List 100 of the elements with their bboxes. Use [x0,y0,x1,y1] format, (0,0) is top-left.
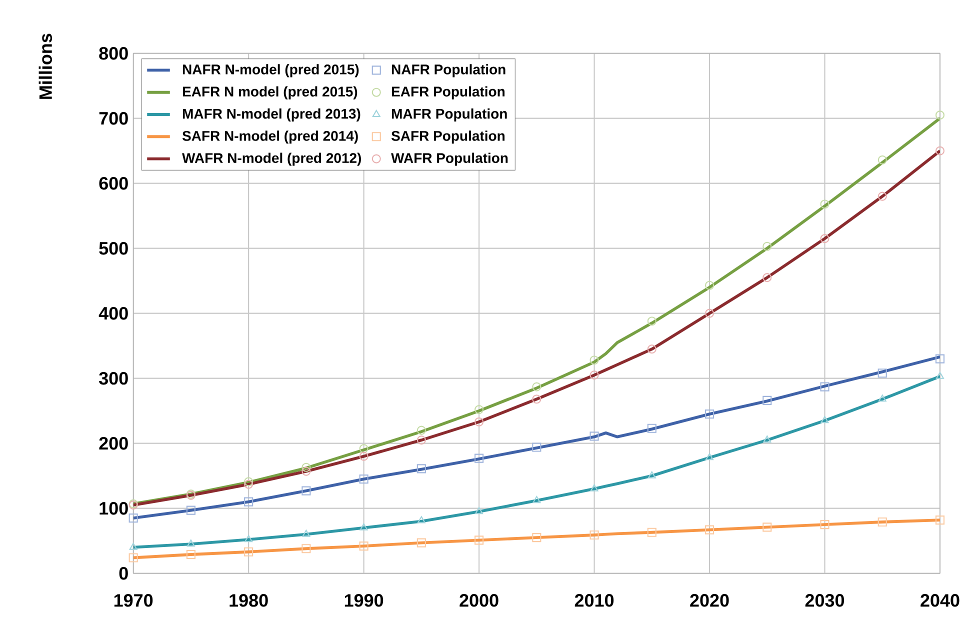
x-tick-label: 1990 [344,594,384,607]
point [647,424,656,433]
x-tick-label: 2010 [574,594,614,607]
point [704,410,714,419]
legend-label: NAFR N-model (pred 2015) [182,64,359,78]
x-tick-label: 2040 [920,594,960,607]
legend-label: WAFR N-model (pred 2012) [182,152,361,166]
line-series [133,518,940,560]
point [360,523,368,530]
point [359,452,368,461]
point [762,273,772,282]
x-tick-label: 2020 [690,594,729,607]
point [474,536,484,545]
point [762,396,772,405]
y-tick-label: 200 [99,436,128,450]
point [474,405,484,414]
point [647,528,656,537]
point [590,370,599,380]
y-tick-label: 800 [99,46,128,60]
line-series [133,355,940,520]
legend-label: MAFR N-model (pred 2013) [182,108,360,122]
legend-label: WAFR Population [391,152,508,166]
point [244,534,253,542]
y-tick-label: 0 [119,566,128,580]
point [878,368,887,378]
point [302,544,311,554]
x-tick-label: 1970 [114,594,153,607]
point [532,394,542,404]
point [878,517,887,527]
point [244,480,254,489]
legend-label: MAFR Population [392,108,507,122]
line-series [133,374,940,549]
point [878,192,887,201]
point [936,372,944,379]
point [763,436,772,443]
legend-label: EAFR N model (pred 2015) [182,86,358,100]
point [474,454,484,463]
point [820,416,829,424]
point [128,514,138,523]
y-tick-label: 700 [99,112,128,125]
point [129,542,138,550]
point [416,464,426,474]
point [704,280,714,290]
point [359,444,368,454]
y-tick-label: 500 [99,242,128,255]
point [244,547,254,556]
x-tick-label: 2030 [805,594,844,607]
legend-label: EAFR Population [392,86,504,100]
point [648,471,656,478]
x-tick-label: 1980 [230,594,268,607]
point [474,417,484,426]
point [128,553,138,562]
point [820,520,830,530]
point [878,394,886,402]
point [359,474,368,484]
point [532,442,542,452]
point [706,453,714,460]
point [820,200,830,209]
point [704,308,714,318]
point [590,530,599,540]
y-tick-label: 400 [98,306,128,320]
x-tick-label: 2000 [460,594,498,607]
point [416,436,426,445]
point [302,530,310,537]
point [762,242,772,251]
point [647,344,656,354]
y-tick-label: 600 [99,176,128,190]
y-axis-title: Millions [38,34,52,99]
legend-label: SAFR Population [391,130,504,144]
point [935,354,945,364]
point [935,146,945,156]
point [417,516,426,524]
point [590,356,599,365]
point [475,507,484,514]
point [878,155,887,164]
point [935,110,945,120]
point [532,382,542,392]
legend-label: SAFR N-model (pred 2014) [182,130,358,144]
point [590,484,598,492]
point [416,426,426,435]
point [359,542,368,551]
point [244,497,254,506]
legend-label: NAFR Population [392,64,506,78]
point [762,522,772,532]
point [532,533,542,542]
point [302,466,311,476]
point [935,515,945,525]
point [416,538,426,548]
point [647,316,656,326]
point [186,540,195,547]
point [820,382,830,392]
point [186,550,196,560]
point [244,477,254,486]
point [590,432,599,441]
point [532,496,541,504]
point [302,486,311,496]
point [302,462,311,472]
y-tick-label: 300 [99,372,128,385]
point [820,234,830,244]
point [186,506,196,515]
